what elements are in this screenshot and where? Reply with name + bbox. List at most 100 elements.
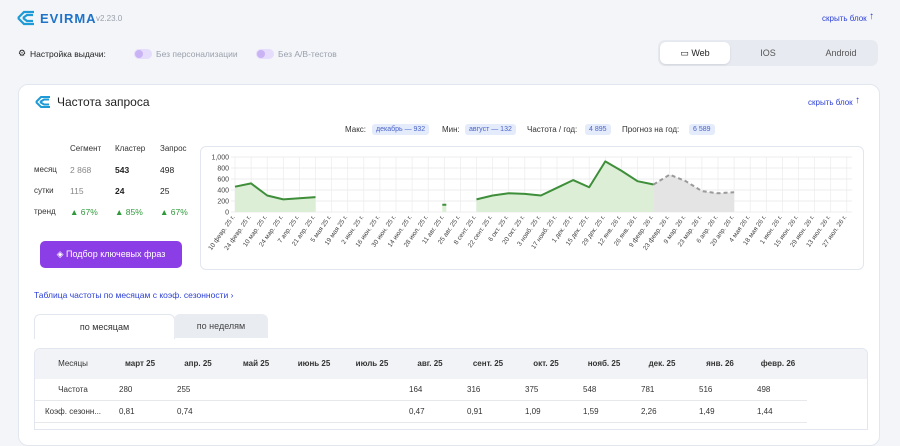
table-cell: 781 [641,385,655,394]
label: Android [825,48,857,58]
panel-icon [35,96,50,108]
table-header-cell: июль 25 [355,359,389,368]
table-row-line [35,400,807,401]
metric-value: ▲ 85% [115,207,143,217]
table-cell: 255 [177,385,191,394]
stat-label: Мин: [442,125,460,134]
metric-header: Кластер [115,144,146,153]
table-cell: 0,91 [467,407,483,416]
metric-row-label: сутки [34,186,54,195]
chart-frame [200,146,864,270]
label: Подбор ключевых фраз [66,249,166,259]
tab-active[interactable]: по месяцам [34,314,175,339]
logo-icon [17,10,34,26]
table-link[interactable]: Таблица частоты по месяцам с коэф. сезон… [34,290,234,300]
line [653,173,735,195]
metric-header: Запрос [160,144,187,153]
metric-value: 25 [160,186,170,196]
table-cell: 1,44 [757,407,773,416]
table-header-bg [35,349,867,379]
label: Таблица частоты по месяцам с коэф. сезон… [34,290,229,300]
arrow-icon: ↑ [869,11,874,22]
table-header-cell: окт. 25 [533,359,559,368]
tab[interactable]: по неделям [174,314,268,338]
y-tick-label: 1,000 [211,155,229,162]
icon: ▭ [680,48,692,58]
stat-value: декабрь — 932 [372,124,430,135]
y-tick-label: 0 [225,210,229,217]
metric-value: 24 [115,186,125,196]
toggle[interactable] [256,49,274,59]
table-row-label: Частота [58,385,88,394]
y-tick-label: 600 [217,177,229,184]
metric-row-label: месяц [34,165,57,174]
page-body: {"header": {"brand": "EVIRMA", "version"… [17,10,880,446]
table-header-cell: Месяцы [58,359,88,368]
gear-icon: ⚙ [18,48,27,58]
keyword-button[interactable]: ◈ Подбор ключевых фраз [40,241,182,268]
table-row-line [35,422,807,423]
label: IOS [760,48,776,58]
table-cell: 164 [409,385,423,394]
table-cell: 316 [467,385,481,394]
table-cell: 516 [699,385,713,394]
stat-value: 6 589 [689,124,715,135]
icon: ◈ [56,249,66,259]
metric-value: 543 [115,165,130,175]
stat-label: Прогноз на год: [622,125,680,134]
table-cell: 2,26 [641,407,657,416]
collapse-link[interactable]: скрыть блок [808,98,853,107]
table-header-cell: апр. 25 [184,359,212,368]
metric-value: ▲ 67% [70,207,98,217]
area [235,161,654,212]
metric-value: ▲ 67% [160,207,188,217]
settings-label: Настройка выдачи: [30,49,106,59]
collapse-link[interactable]: скрыть блок [822,14,867,23]
table-cell: 1,59 [583,407,599,416]
y-tick-label: 400 [217,188,229,195]
metric-value: 498 [160,165,175,175]
table-cell: 375 [525,385,539,394]
y-tick-label: 800 [217,166,229,173]
table-cell: 0,47 [409,407,425,416]
table-cell: 498 [757,385,771,394]
toggle[interactable] [134,49,152,59]
table-header-cell: янв. 26 [706,359,734,368]
table-row-label: Коэф. сезонн... [44,407,102,416]
table-header-cell: июнь 25 [297,359,331,368]
area [653,174,735,212]
toggle-label: Без A/B-тестов [278,49,337,59]
panel-title: Частота запроса [57,95,150,109]
table-header-cell: сент. 25 [472,359,504,368]
arrow-icon: ↑ [855,95,860,106]
label: Web [691,48,710,58]
table-header-cell: март 25 [124,359,156,368]
table-header-cell: май 25 [242,359,270,368]
table-header-cell: февр. 26 [760,359,796,368]
platform-ios[interactable]: IOS [733,42,803,64]
page: EVIRMA body { margin: 0; width: 900px; h… [17,10,880,446]
table-header-cell: авг. 25 [417,359,443,368]
metric-row-label: тренд [34,207,56,216]
platform-web[interactable]: ▭ Web [660,42,730,64]
platform-android[interactable]: Android [806,42,876,64]
table-header-cell: дек. 25 [648,359,676,368]
monthly-table: Месяцы март 25 апр. 25 май 25 июнь 25 июль 25… [34,348,868,430]
table-cell: 548 [583,385,597,394]
stat-label: Макс: [345,125,367,134]
line [234,160,654,206]
table-cell: 1,09 [525,407,541,416]
stat-label: Частота / год: [527,125,578,134]
table-cell: 0,81 [119,407,135,416]
table-header-cell: нояб. 25 [587,359,621,368]
metric-value: 115 [70,186,84,196]
stat-value: август — 132 [465,124,516,135]
table-cell: 0,74 [177,407,193,416]
y-tick-label: 200 [217,199,229,206]
metric-header: Сегмент [70,144,102,153]
version: v2.23.0 [96,14,123,23]
platform-switch: ▭ Web IOS Android [658,40,878,66]
table-cell: 280 [119,385,133,394]
metric-value: 2 868 [70,165,92,175]
